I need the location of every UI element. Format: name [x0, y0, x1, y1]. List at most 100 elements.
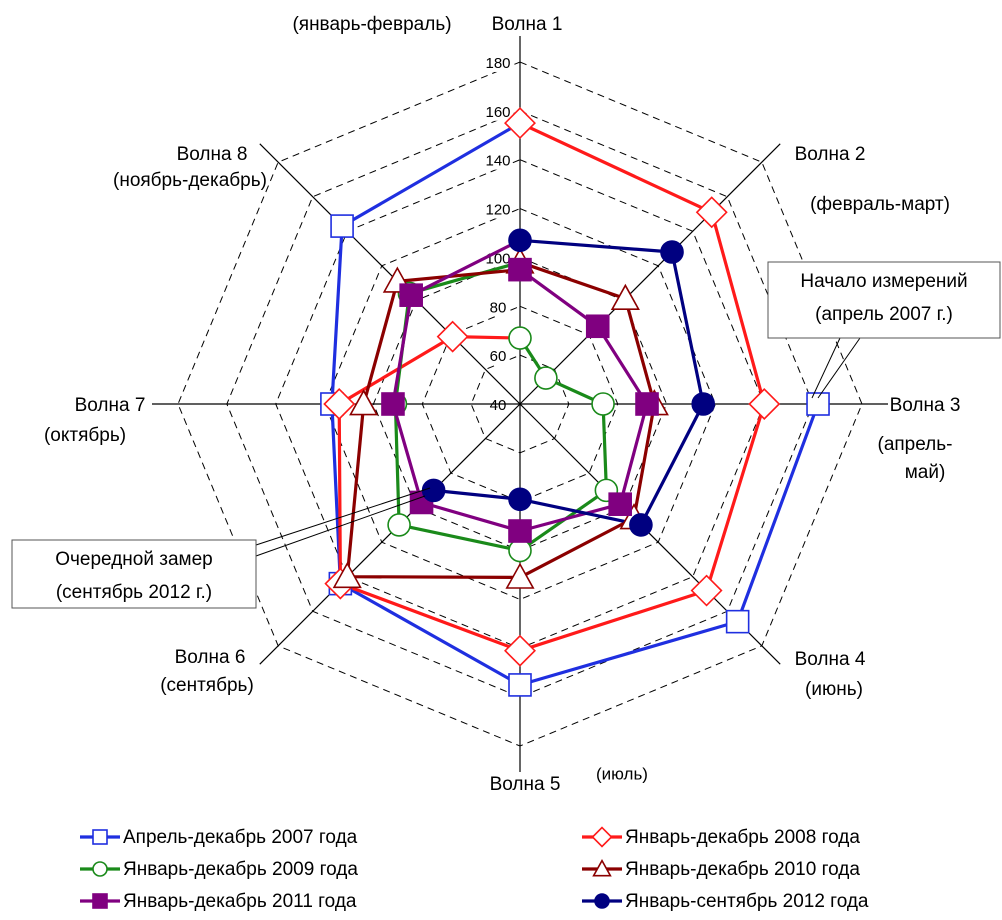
axis-line	[259, 403, 521, 665]
series	[391, 268, 649, 533]
legend-item: Январь-декабрь 2008 года	[582, 826, 860, 848]
legend-label: Январь-декабрь 2010 года	[625, 859, 860, 880]
annotation-text: (апрель 2007 г.)	[815, 304, 953, 325]
data-point	[690, 574, 723, 607]
data-point	[508, 326, 532, 350]
data-point	[508, 673, 532, 697]
legend-item: Январь-сентябрь 2012 года	[582, 891, 869, 912]
tick-label-bg	[488, 299, 508, 317]
r-tick-label: 40	[490, 397, 507, 414]
data-point	[332, 561, 362, 589]
annotation-leader	[255, 487, 431, 546]
category-label: Волна 6	[175, 647, 246, 668]
data-point	[323, 388, 356, 420]
r-tick-label: 180	[485, 55, 510, 72]
series-line	[433, 238, 705, 527]
category-label: Волна 5	[490, 774, 561, 795]
period-label: (июль)	[596, 764, 648, 783]
series-line	[391, 268, 649, 533]
legend-marker	[592, 858, 612, 877]
series-line	[330, 226, 820, 687]
data-point	[806, 392, 830, 416]
r-tick-label: 160	[485, 104, 510, 121]
r-tick-label: 80	[490, 299, 507, 316]
series-line	[337, 121, 766, 653]
data-point	[508, 257, 532, 282]
period-label: (сентябрь)	[160, 675, 254, 696]
legend-marker	[594, 893, 610, 909]
data-point	[610, 283, 640, 310]
r-tick-label: 120	[485, 202, 510, 219]
category-label: Волна 2	[795, 144, 866, 165]
tick-label-bg	[484, 201, 512, 219]
legend-item: Январь-декабрь 2011 года	[80, 891, 357, 912]
category-label: Волна 1	[492, 14, 563, 35]
legend-label: Январь-декабрь 2009 года	[123, 859, 358, 880]
period-label: (январь-февраль)	[292, 14, 451, 35]
tick-label-bg	[484, 152, 512, 170]
data-point	[330, 214, 354, 238]
legend-label: Январь-сентябрь 2012 года	[625, 891, 869, 912]
tick-label-bg	[488, 348, 508, 366]
annotation-text: Начало измерений	[800, 271, 967, 292]
data-point	[421, 478, 446, 503]
series	[337, 121, 766, 653]
data-point	[508, 538, 532, 563]
tick-label-bg	[484, 54, 512, 72]
series-connector	[397, 268, 521, 283]
series	[345, 260, 656, 579]
data-point	[534, 366, 558, 390]
data-point	[399, 283, 423, 307]
data-point	[635, 392, 659, 416]
category-label: Волна 3	[890, 395, 961, 416]
annotation-text: Очередной замер	[55, 549, 212, 570]
period-label: (февраль-март)	[810, 194, 950, 215]
legend-item: Апрель-декабрь 2007 года	[80, 827, 358, 848]
legend-marker	[92, 861, 108, 877]
series-connector	[410, 238, 521, 297]
category-label: Волна 8	[177, 144, 248, 165]
tick-label-bg	[484, 103, 512, 121]
data-point	[691, 392, 716, 416]
data-point	[504, 107, 536, 140]
data-point	[508, 228, 532, 253]
r-tick-label: 60	[490, 348, 507, 365]
period-label: (июнь)	[805, 679, 863, 700]
annotation-leader	[811, 337, 841, 399]
r-tick-label: 140	[485, 153, 510, 170]
annotation-leader	[255, 495, 426, 557]
axis-line	[259, 143, 521, 405]
data-point	[504, 634, 536, 667]
legend-marker	[92, 893, 108, 909]
data-point	[508, 519, 532, 543]
grid-line	[421, 305, 619, 503]
data-point	[387, 513, 411, 537]
annotation-box	[767, 261, 1001, 339]
axis-line	[519, 143, 781, 405]
data-point	[436, 320, 469, 353]
data-point	[748, 388, 781, 420]
data-point	[608, 492, 632, 516]
period-label: (октябрь)	[44, 425, 126, 446]
legend-marker	[92, 829, 108, 845]
period-label: (ноябрь-декабрь)	[113, 170, 267, 191]
annotation-box	[11, 539, 257, 609]
legend-item: Январь-декабрь 2009 года	[80, 859, 358, 880]
data-point	[660, 240, 684, 264]
category-label: Волна 4	[795, 649, 866, 670]
legend-marker	[591, 826, 613, 848]
legend-label: Январь-декабрь 2011 года	[123, 891, 357, 912]
series	[330, 226, 820, 687]
annotation-text: (сентябрь 2012 г.)	[56, 582, 212, 603]
data-point	[591, 392, 615, 416]
period-label: май)	[905, 462, 946, 483]
data-point	[508, 487, 532, 512]
data-point	[349, 389, 379, 416]
period-label: (апрель-	[878, 434, 953, 455]
data-point	[381, 392, 405, 416]
data-point	[585, 314, 610, 339]
data-point	[695, 196, 728, 229]
legend-label: Январь-декабрь 2008 года	[625, 827, 860, 848]
legend-label: Апрель-декабрь 2007 года	[123, 827, 358, 848]
